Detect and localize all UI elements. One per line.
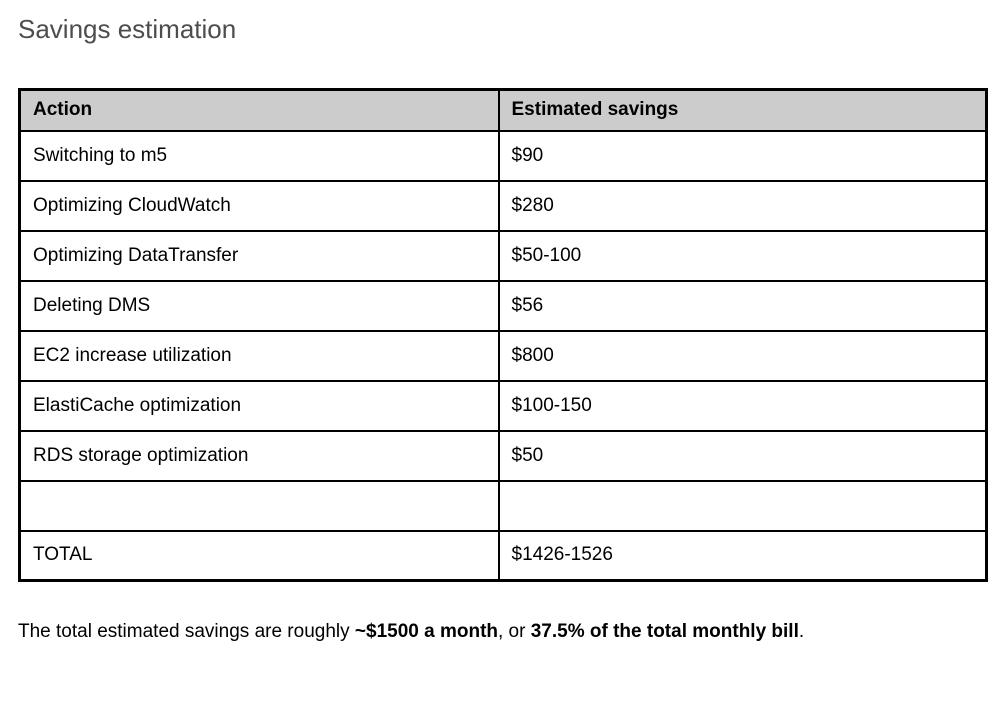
footer-text: The total estimated savings are roughly bbox=[18, 621, 355, 642]
cell-savings: $90 bbox=[497, 129, 988, 182]
cell-savings: $800 bbox=[497, 329, 988, 382]
cell-savings: $56 bbox=[497, 279, 988, 332]
table-row: Deleting DMS $56 bbox=[18, 279, 988, 332]
cell-action: Switching to m5 bbox=[18, 129, 500, 182]
table-row bbox=[18, 479, 988, 532]
cell-savings: $50-100 bbox=[497, 229, 988, 282]
cell-savings: $50 bbox=[497, 429, 988, 482]
table-row: EC2 increase utilization $800 bbox=[18, 329, 988, 382]
footer-text-bold: ~$1500 a month bbox=[354, 621, 498, 642]
cell-action: EC2 increase utilization bbox=[18, 329, 500, 382]
cell-action: ElastiCache optimization bbox=[18, 379, 500, 432]
cell-action: RDS storage optimization bbox=[18, 429, 500, 482]
savings-table: Action Estimated savings Switching to m5… bbox=[18, 88, 988, 582]
cell-action: Deleting DMS bbox=[18, 279, 500, 332]
cell-savings: $280 bbox=[497, 179, 988, 232]
cell-action bbox=[18, 479, 500, 532]
column-header-action: Action bbox=[18, 88, 500, 132]
table-body: Switching to m5 $90 Optimizing CloudWatch $… bbox=[18, 129, 988, 582]
cell-action: Optimizing DataTransfer bbox=[18, 229, 500, 282]
document-page: Savings estimation Action Estimated savi… bbox=[18, 14, 988, 645]
table-row: Optimizing CloudWatch $280 bbox=[18, 179, 988, 232]
page-title: Savings estimation bbox=[18, 14, 237, 44]
cell-savings: $100-150 bbox=[497, 379, 988, 432]
cell-action: Optimizing CloudWatch bbox=[18, 179, 500, 232]
footer-text-bold: 37.5% of the total monthly bill bbox=[530, 621, 799, 642]
column-header-savings: Estimated savings bbox=[497, 88, 988, 132]
cell-action: TOTAL bbox=[18, 529, 500, 582]
table-header-row: Action Estimated savings bbox=[18, 88, 988, 132]
footer-text: , or bbox=[498, 621, 531, 642]
table-row: Switching to m5 $90 bbox=[18, 129, 988, 182]
table-row: RDS storage optimization $50 bbox=[18, 429, 988, 482]
table-row: ElastiCache optimization $100-150 bbox=[18, 379, 988, 432]
footer-text: . bbox=[798, 621, 805, 642]
footer-note: The total estimated savings are roughly … bbox=[18, 619, 987, 645]
table-row: Optimizing DataTransfer $50-100 bbox=[18, 229, 988, 282]
cell-savings: $1426-1526 bbox=[497, 529, 988, 582]
table-row: TOTAL $1426-1526 bbox=[18, 529, 988, 582]
cell-savings bbox=[497, 479, 988, 532]
